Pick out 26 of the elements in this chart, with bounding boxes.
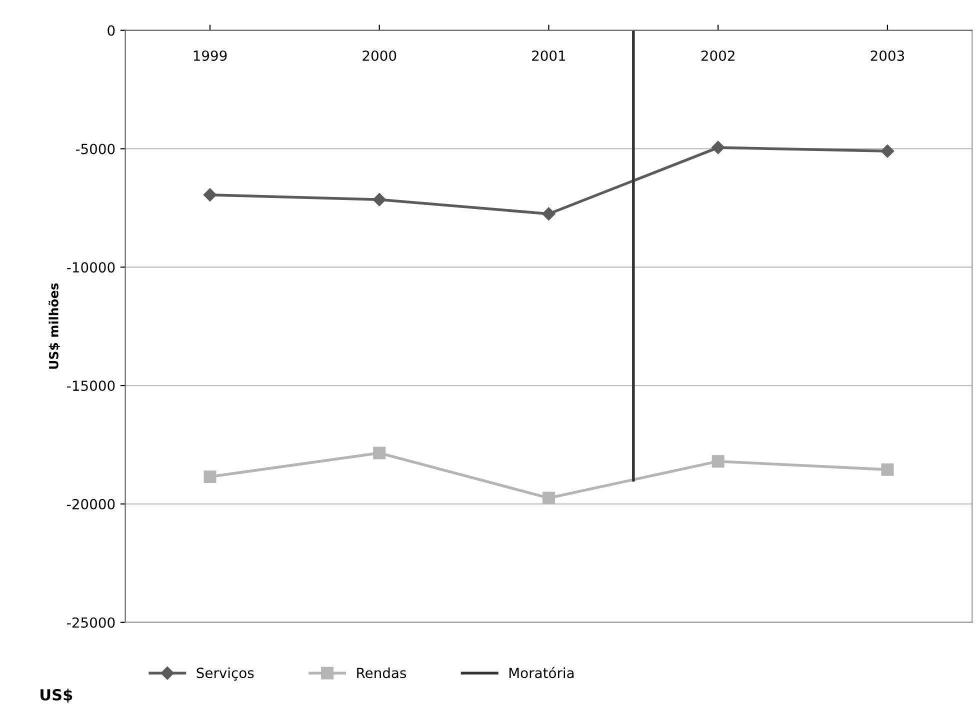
x-tick-label: 2001	[532, 50, 566, 61]
x-tick-label: 2002	[701, 50, 734, 61]
point	[372, 193, 386, 206]
legend-label: Serviços	[196, 667, 254, 681]
point	[542, 207, 556, 220]
point	[542, 492, 555, 504]
point	[712, 140, 725, 154]
text: US$	[40, 688, 72, 703]
legend-label: Rendas	[357, 667, 406, 678]
x-tick-label: 2003	[870, 50, 904, 61]
x-tick-label: 1999	[194, 50, 227, 61]
point	[203, 188, 217, 202]
x-tick-label: 2000	[362, 50, 396, 61]
y-tick-label: -5000	[76, 144, 115, 154]
point	[373, 446, 386, 460]
y-tick-label: 0	[108, 25, 115, 36]
y-tick-label: -10000	[67, 262, 115, 273]
y-tick-label: -20000	[67, 498, 115, 510]
y-axis-title: US$ milhões	[48, 283, 60, 369]
y-tick-label: -25000	[67, 617, 115, 628]
point	[204, 470, 216, 483]
point	[712, 455, 724, 468]
point	[881, 463, 894, 476]
legend-label: Moratória	[509, 666, 574, 678]
point	[880, 144, 894, 158]
y-tick-label: -15000	[67, 380, 115, 392]
